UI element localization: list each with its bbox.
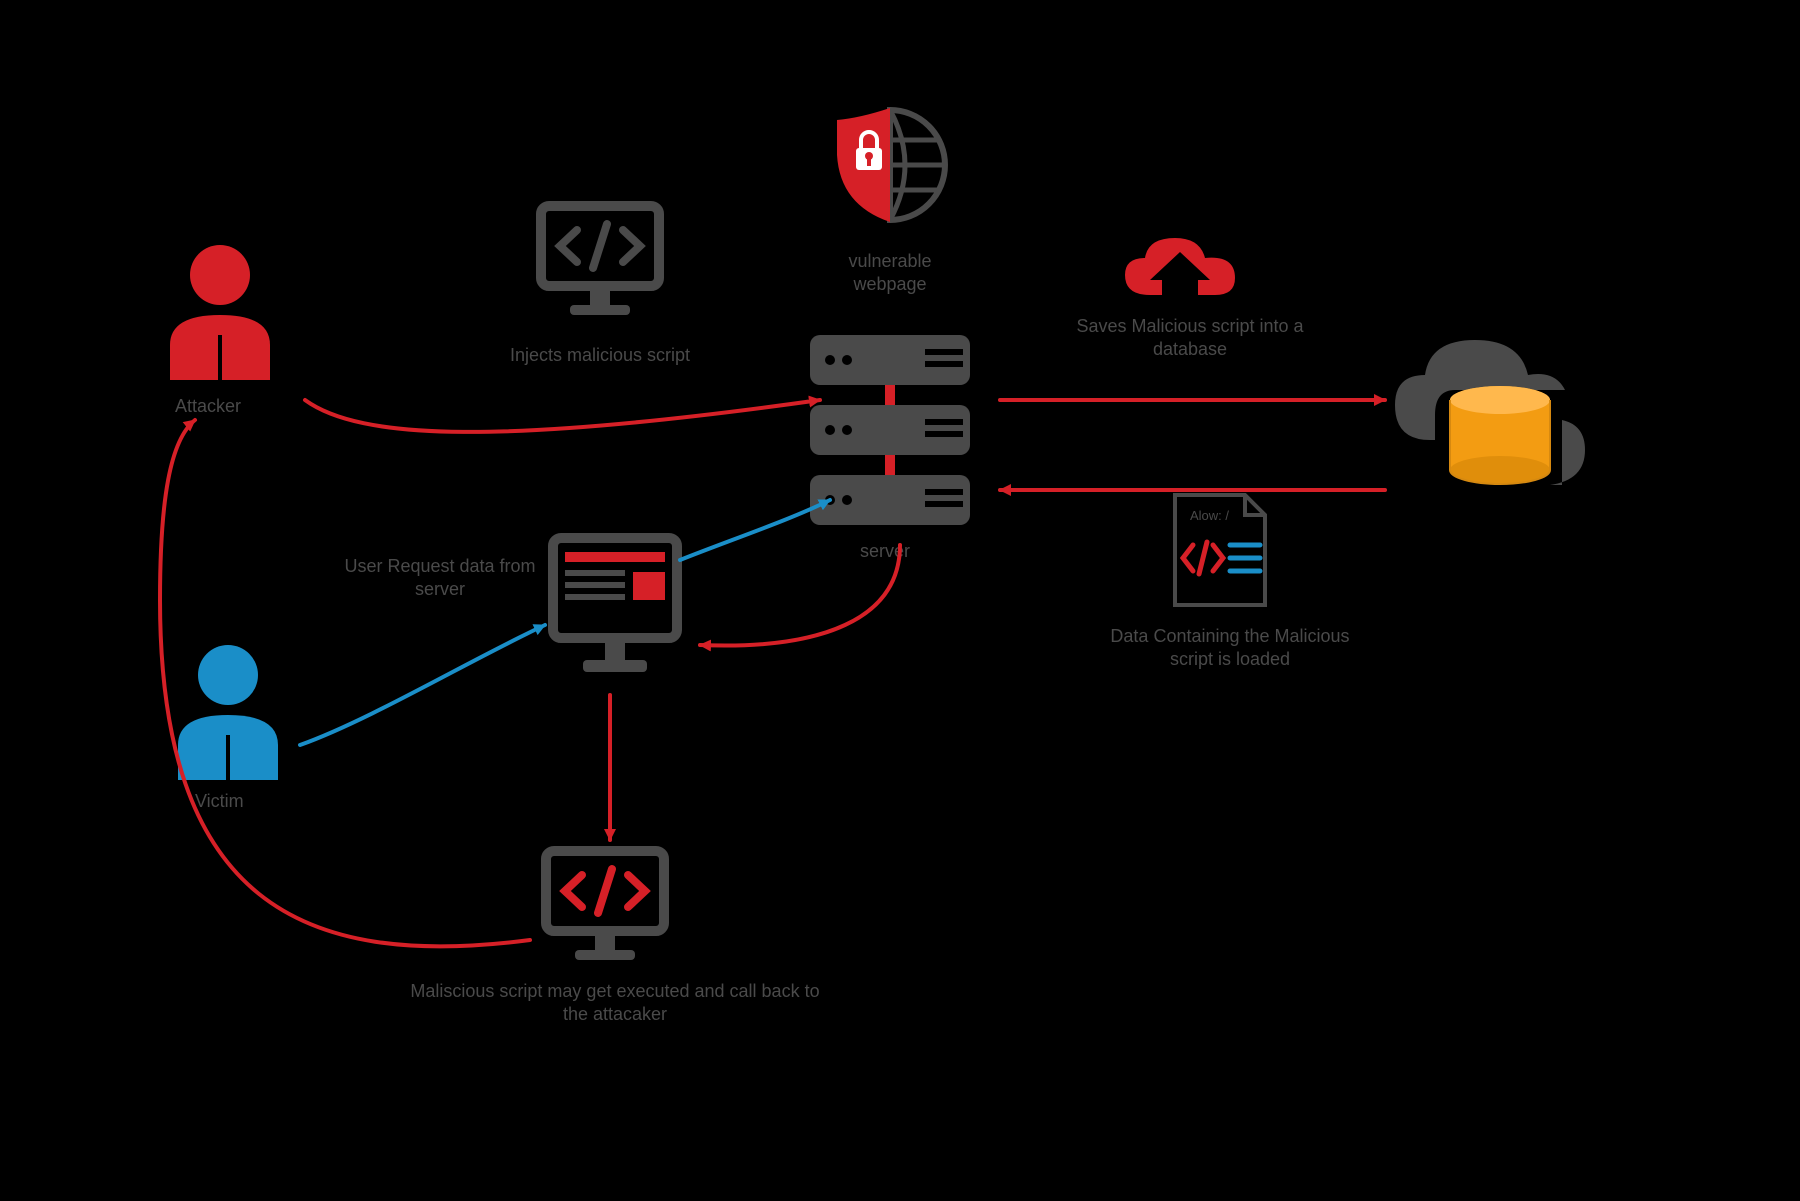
attacker-label: Attacker	[175, 395, 241, 418]
victim-icon	[168, 640, 288, 785]
arrow-attacker_to_server	[305, 400, 820, 432]
server-icon	[805, 325, 975, 540]
svg-text:Alow: /: Alow: /	[1190, 508, 1229, 523]
attacker-icon	[160, 240, 280, 385]
saves-malicious-label: Saves Malicious script into a database	[1050, 315, 1330, 362]
browser-monitor-icon	[545, 530, 685, 685]
server-label: server	[860, 540, 910, 563]
shield-globe-icon	[820, 100, 960, 235]
data-containing-label: Data Containing the Malicious script is …	[1100, 625, 1360, 672]
victim-label: Victim	[195, 790, 244, 813]
code-monitor-1-icon	[535, 200, 665, 325]
arrow-victim_to_browser	[300, 625, 545, 745]
injects-label: Injects malicious script	[430, 344, 770, 367]
maliscious-label: Maliscious script may get executed and c…	[400, 980, 830, 1027]
vulnerable-webpage-label: vulnerable webpage	[810, 250, 970, 297]
code-monitor-2-icon	[540, 845, 670, 970]
cloud-upload-icon	[1120, 230, 1240, 315]
cloud-database-icon	[1390, 330, 1590, 495]
script-document-icon: Alow: /	[1165, 490, 1275, 615]
user-request-label: User Request data from server	[330, 555, 550, 602]
diagram-canvas: Attacker Victim Injects malicious script	[0, 0, 1800, 1201]
